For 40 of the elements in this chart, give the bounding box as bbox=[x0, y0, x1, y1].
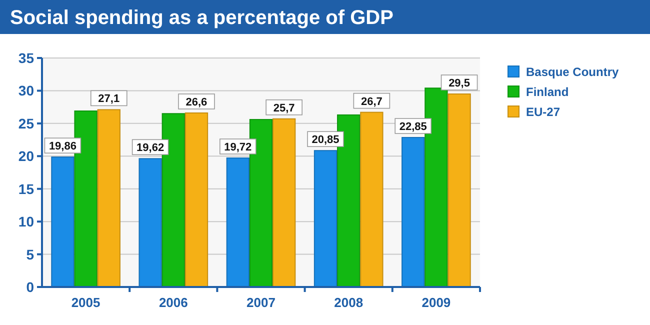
y-tick-label: 30 bbox=[18, 82, 34, 99]
bar bbox=[360, 112, 384, 288]
data-label: 25,7 bbox=[273, 102, 295, 114]
x-tick-label: 2006 bbox=[158, 295, 188, 310]
data-label: 22,85 bbox=[399, 120, 427, 133]
data-label: 19,72 bbox=[224, 141, 252, 154]
y-tick-label: 0 bbox=[26, 279, 34, 295]
legend-label: Finland bbox=[526, 85, 569, 99]
y-tick-label: 25 bbox=[18, 115, 34, 132]
data-label: 26,6 bbox=[186, 96, 208, 108]
data-label: 20,85 bbox=[312, 134, 340, 146]
data-label: 27,1 bbox=[98, 93, 120, 106]
bar bbox=[184, 112, 208, 288]
x-tick-label: 2008 bbox=[334, 295, 364, 310]
y-tick-label: 15 bbox=[18, 180, 34, 197]
data-label: 19,86 bbox=[48, 140, 76, 153]
x-tick-label: 2007 bbox=[246, 295, 276, 310]
y-tick-label: 35 bbox=[18, 50, 34, 66]
bar bbox=[138, 158, 162, 288]
bar bbox=[448, 93, 471, 288]
legend-label: Basque Country bbox=[526, 65, 620, 79]
chart-title: Social spending as a percentage of GDP bbox=[10, 7, 394, 29]
legend-label: EU-27 bbox=[526, 105, 560, 119]
bar bbox=[226, 157, 250, 288]
bar bbox=[337, 114, 360, 288]
x-tick-label: 2005 bbox=[71, 295, 100, 310]
bar bbox=[74, 110, 98, 288]
bar bbox=[51, 156, 74, 288]
x-tick-label: 2009 bbox=[422, 295, 451, 310]
bar bbox=[314, 150, 338, 288]
data-label: 26,7 bbox=[360, 96, 382, 108]
data-label: 19,62 bbox=[136, 142, 164, 154]
bar bbox=[97, 109, 120, 288]
data-label: 29,5 bbox=[448, 77, 470, 90]
bar bbox=[402, 136, 425, 288]
bar bbox=[272, 118, 296, 288]
bar bbox=[424, 88, 448, 288]
y-tick-label: 10 bbox=[18, 214, 34, 230]
y-tick-label: 20 bbox=[18, 148, 34, 164]
y-tick-label: 5 bbox=[26, 246, 34, 262]
